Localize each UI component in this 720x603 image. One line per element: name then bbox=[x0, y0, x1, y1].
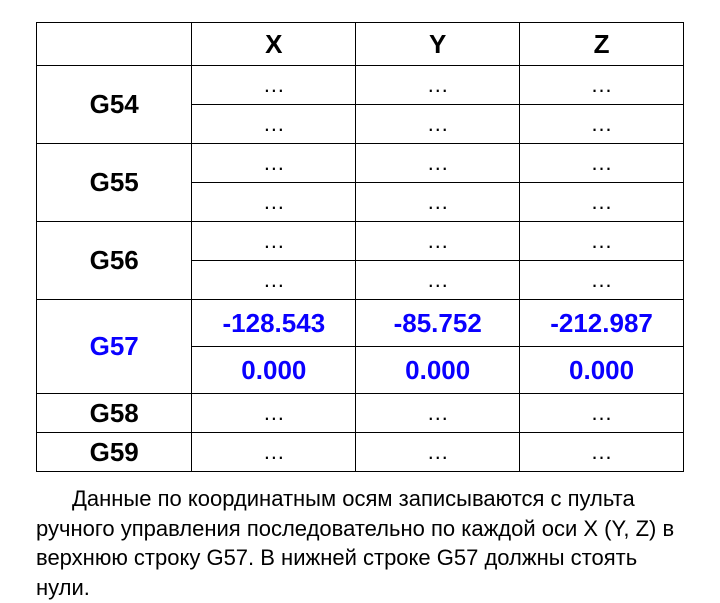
col-header-x: X bbox=[192, 23, 356, 66]
gcode-cell-g59: G59 bbox=[37, 433, 192, 472]
gcode-cell-g58: G58 bbox=[37, 394, 192, 433]
cell-g58-z: … bbox=[520, 394, 684, 433]
cell-g57-r1-y: -85.752 bbox=[356, 300, 520, 347]
cell-g56-r2-x: … bbox=[192, 261, 356, 300]
cell-g56-r1-y: … bbox=[356, 222, 520, 261]
gcode-cell-g56: G56 bbox=[37, 222, 192, 300]
cell-g55-r2-x: … bbox=[192, 183, 356, 222]
offset-table: X Y Z G54 … … … … … … G55 … … bbox=[36, 22, 684, 472]
col-header-blank bbox=[37, 23, 192, 66]
gcode-cell-g55: G55 bbox=[37, 144, 192, 222]
cell-g57-r1-x: -128.543 bbox=[192, 300, 356, 347]
table-row: G59 … … … bbox=[37, 433, 684, 472]
cell-g54-r2-z: … bbox=[520, 105, 684, 144]
table-row: G55 … … … bbox=[37, 144, 684, 183]
cell-g54-r1-z: … bbox=[520, 66, 684, 105]
table-row: G56 … … … bbox=[37, 222, 684, 261]
cell-g55-r1-y: … bbox=[356, 144, 520, 183]
cell-g59-x: … bbox=[192, 433, 356, 472]
gcode-cell-g57: G57 bbox=[37, 300, 192, 394]
cell-g59-z: … bbox=[520, 433, 684, 472]
cell-g55-r2-y: … bbox=[356, 183, 520, 222]
cell-g55-r2-z: … bbox=[520, 183, 684, 222]
cell-g56-r1-x: … bbox=[192, 222, 356, 261]
col-header-y: Y bbox=[356, 23, 520, 66]
cell-g58-x: … bbox=[192, 394, 356, 433]
cell-g54-r2-y: … bbox=[356, 105, 520, 144]
cell-g57-r2-y: 0.000 bbox=[356, 347, 520, 394]
gcode-cell-g54: G54 bbox=[37, 66, 192, 144]
cell-g58-y: … bbox=[356, 394, 520, 433]
caption-text: Данные по координатным осям записываются… bbox=[36, 484, 684, 603]
table-row: G57 -128.543 -85.752 -212.987 bbox=[37, 300, 684, 347]
cell-g57-r2-z: 0.000 bbox=[520, 347, 684, 394]
table-row: G54 … … … bbox=[37, 66, 684, 105]
cell-g59-y: … bbox=[356, 433, 520, 472]
cell-g54-r1-x: … bbox=[192, 66, 356, 105]
cell-g56-r1-z: … bbox=[520, 222, 684, 261]
table-header-row: X Y Z bbox=[37, 23, 684, 66]
cell-g54-r1-y: … bbox=[356, 66, 520, 105]
table-row: G58 … … … bbox=[37, 394, 684, 433]
cell-g56-r2-y: … bbox=[356, 261, 520, 300]
cell-g54-r2-x: … bbox=[192, 105, 356, 144]
col-header-z: Z bbox=[520, 23, 684, 66]
cell-g55-r1-z: … bbox=[520, 144, 684, 183]
cell-g55-r1-x: … bbox=[192, 144, 356, 183]
cell-g57-r2-x: 0.000 bbox=[192, 347, 356, 394]
cell-g56-r2-z: … bbox=[520, 261, 684, 300]
cell-g57-r1-z: -212.987 bbox=[520, 300, 684, 347]
